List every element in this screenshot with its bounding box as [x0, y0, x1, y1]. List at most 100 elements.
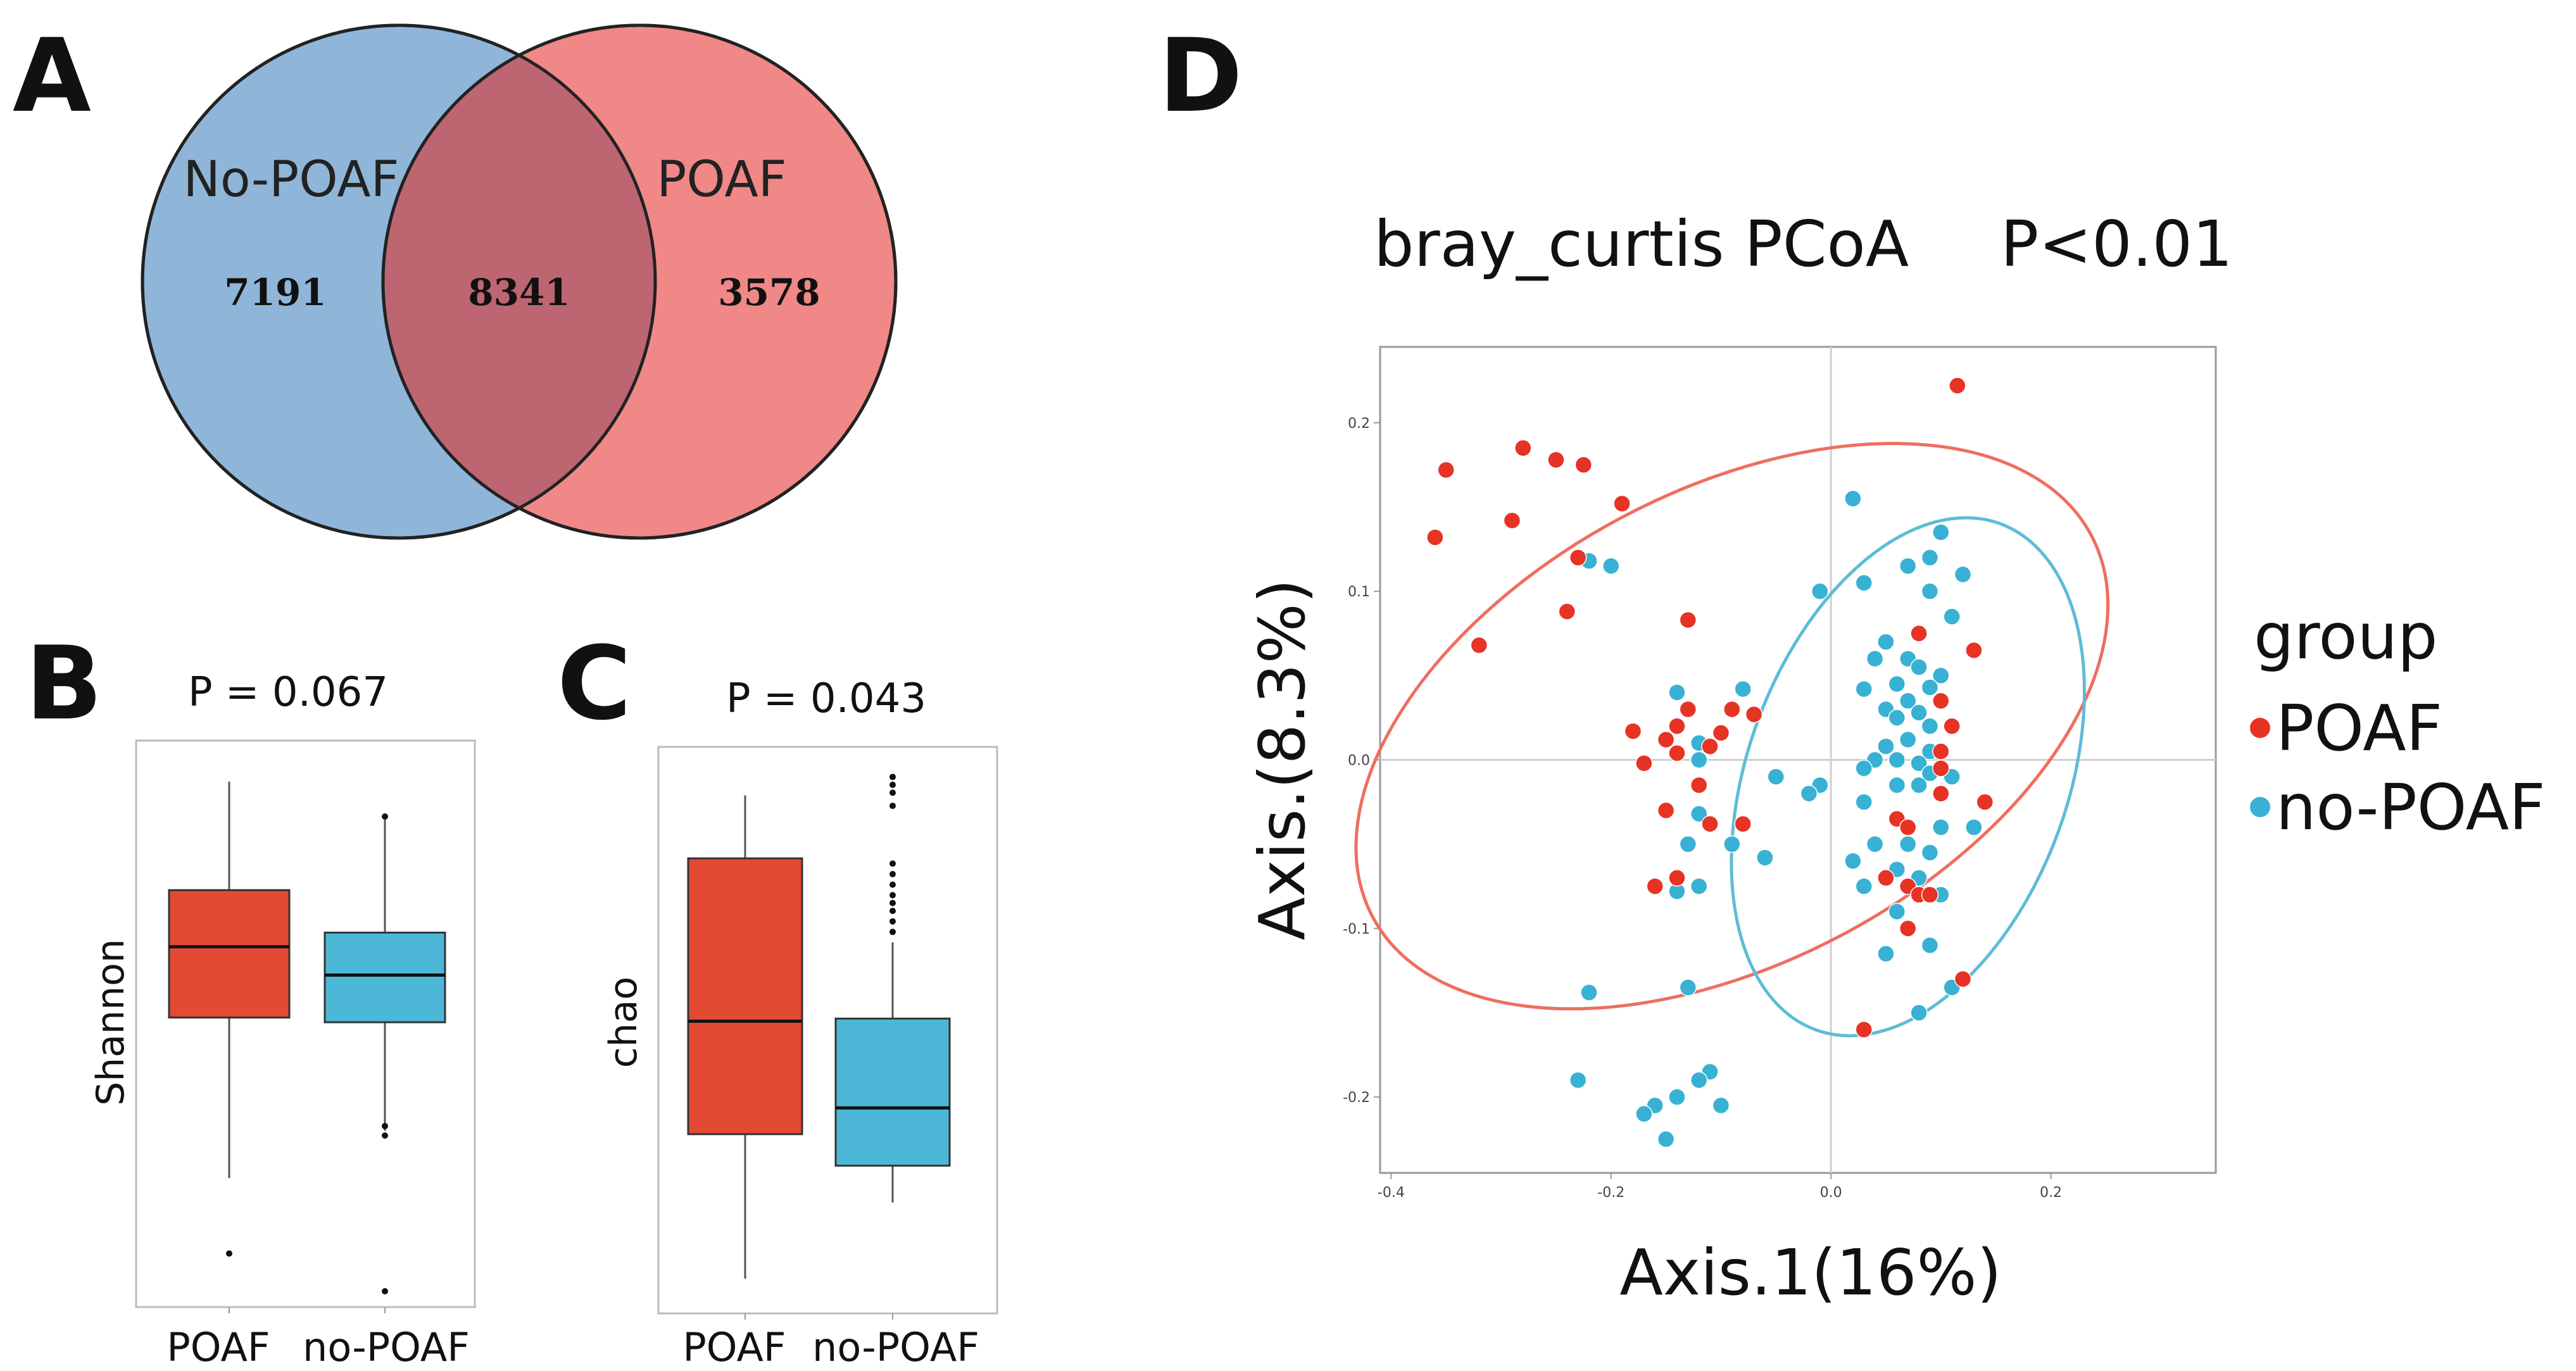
x-tick-label: 0.2 [2040, 1185, 2062, 1201]
point-no-poaf [1690, 804, 1708, 823]
point-poaf [1734, 815, 1752, 833]
point-no-poaf [1866, 649, 1884, 668]
point-poaf [1690, 776, 1708, 794]
point-poaf [1855, 1020, 1873, 1039]
point-poaf [1668, 717, 1686, 735]
panel-b: B P = 0.067 Shannon POAF no-POAF [25, 624, 476, 1370]
point-no-poaf [1888, 709, 1906, 727]
point-no-poaf [1921, 679, 1939, 696]
point-no-poaf [1723, 835, 1741, 853]
venn-count-poaf: 3578 [718, 271, 820, 314]
point-poaf [1679, 611, 1697, 629]
point-poaf [1949, 377, 1966, 395]
point-no-poaf [1767, 768, 1785, 786]
point-no-poaf [1954, 565, 1972, 584]
point-poaf [1899, 920, 1917, 937]
point-no-poaf [1910, 658, 1928, 676]
panel-c-xtick-poaf: POAF [682, 1324, 786, 1370]
point-poaf [1574, 456, 1593, 474]
panel-b-xtick-no-poaf: no-POAF [303, 1324, 470, 1370]
point-no-poaf [1910, 1004, 1928, 1022]
point-no-poaf [1888, 903, 1906, 920]
panel-c-no-poaf-outlier [889, 908, 896, 915]
point-no-poaf [1899, 730, 1917, 749]
panel-d-xlabel: Axis.1(16%) [1619, 1236, 2001, 1310]
point-no-poaf [1877, 737, 1895, 755]
panel-c-no-poaf-box [834, 1017, 951, 1167]
panel-a: A No-POAF POAF 7191 8341 3578 [13, 16, 898, 540]
panel-c-no-poaf-outlier [889, 789, 896, 796]
point-no-poaf [1855, 680, 1873, 698]
point-poaf [1701, 815, 1719, 833]
point-no-poaf [1756, 849, 1774, 867]
point-no-poaf [1910, 704, 1928, 722]
panel-c-no-poaf-outlier [889, 781, 896, 788]
point-no-poaf [1899, 557, 1917, 575]
point-poaf [1514, 439, 1532, 457]
panel-c-poaf-box [687, 857, 803, 1136]
point-no-poaf [1877, 633, 1895, 651]
panel-a-letter: A [13, 16, 91, 135]
legend-dot-poaf [2250, 718, 2270, 738]
y-tick-label: -0.2 [1343, 1090, 1370, 1106]
panel-c-xtick-no-poaf: no-POAF [812, 1324, 979, 1370]
panel-b-no-poaf-box [324, 931, 446, 1024]
point-poaf [1877, 869, 1895, 887]
point-poaf [1635, 754, 1653, 772]
point-poaf [1932, 742, 1950, 760]
panel-b-poaf-outlier [226, 1250, 232, 1257]
point-poaf [1965, 641, 1983, 660]
point-poaf [1558, 603, 1576, 620]
point-no-poaf [1668, 1088, 1686, 1106]
point-poaf [1954, 970, 1972, 988]
point-poaf [1745, 705, 1763, 723]
point-no-poaf [1690, 877, 1708, 895]
point-no-poaf [1844, 852, 1862, 870]
panel-b-pvalue: P = 0.067 [188, 669, 388, 716]
y-tick-label: 0.2 [1348, 416, 1370, 432]
point-no-poaf [1657, 1130, 1675, 1148]
panel-c-no-poaf-outlier [889, 899, 896, 906]
legend-dot-no-poaf [2250, 797, 2270, 817]
point-poaf [1503, 511, 1521, 530]
point-no-poaf [1602, 557, 1620, 575]
panel-b-poaf-box [168, 889, 291, 1019]
point-no-poaf [1888, 675, 1906, 693]
y-tick-label: 0.1 [1348, 584, 1370, 600]
legend-label-poaf: POAF [2276, 691, 2442, 765]
panel-b-xtick-poaf: POAF [166, 1324, 270, 1370]
point-poaf [1657, 801, 1675, 820]
point-no-poaf [1800, 785, 1818, 803]
point-no-poaf [1712, 1096, 1730, 1115]
point-poaf [1932, 760, 1950, 777]
point-poaf [1932, 785, 1950, 803]
point-no-poaf [1921, 936, 1939, 955]
point-no-poaf [1855, 574, 1873, 592]
point-poaf [1932, 692, 1950, 710]
venn-count-no-poaf: 7191 [224, 271, 326, 314]
panel-b-no-poaf-outlier [382, 1123, 388, 1130]
point-no-poaf [1943, 608, 1961, 625]
panel-c: C P = 0.043 chao POAF no-POAF [557, 624, 998, 1370]
ellipse-poaf [1354, 442, 2110, 1011]
panel-c-letter: C [557, 624, 631, 742]
point-poaf [1569, 549, 1587, 567]
x-tick-label: 0.0 [1820, 1185, 1842, 1201]
point-no-poaf [1855, 793, 1873, 811]
panel-c-no-poaf-outlier [889, 803, 896, 810]
point-poaf [1712, 724, 1730, 742]
point-no-poaf [1855, 760, 1873, 777]
panel-d-pvalue: P<0.01 [2001, 207, 2233, 281]
panel-d-scatter: -0.4 -0.2 0.0 0.2 0.2 0.1 0.0 -0.1 -0.2 [1343, 347, 2216, 1201]
panel-b-ylabel: Shannon [89, 939, 133, 1106]
point-no-poaf [1734, 680, 1752, 698]
point-poaf [1701, 737, 1719, 755]
point-no-poaf [1668, 684, 1686, 701]
x-tick-label: -0.2 [1597, 1185, 1624, 1201]
point-no-poaf [1921, 844, 1939, 861]
point-poaf [1646, 877, 1664, 895]
panel-c-no-poaf-outlier [889, 929, 896, 936]
point-poaf [1723, 700, 1741, 718]
legend-label-no-poaf: no-POAF [2276, 770, 2546, 844]
